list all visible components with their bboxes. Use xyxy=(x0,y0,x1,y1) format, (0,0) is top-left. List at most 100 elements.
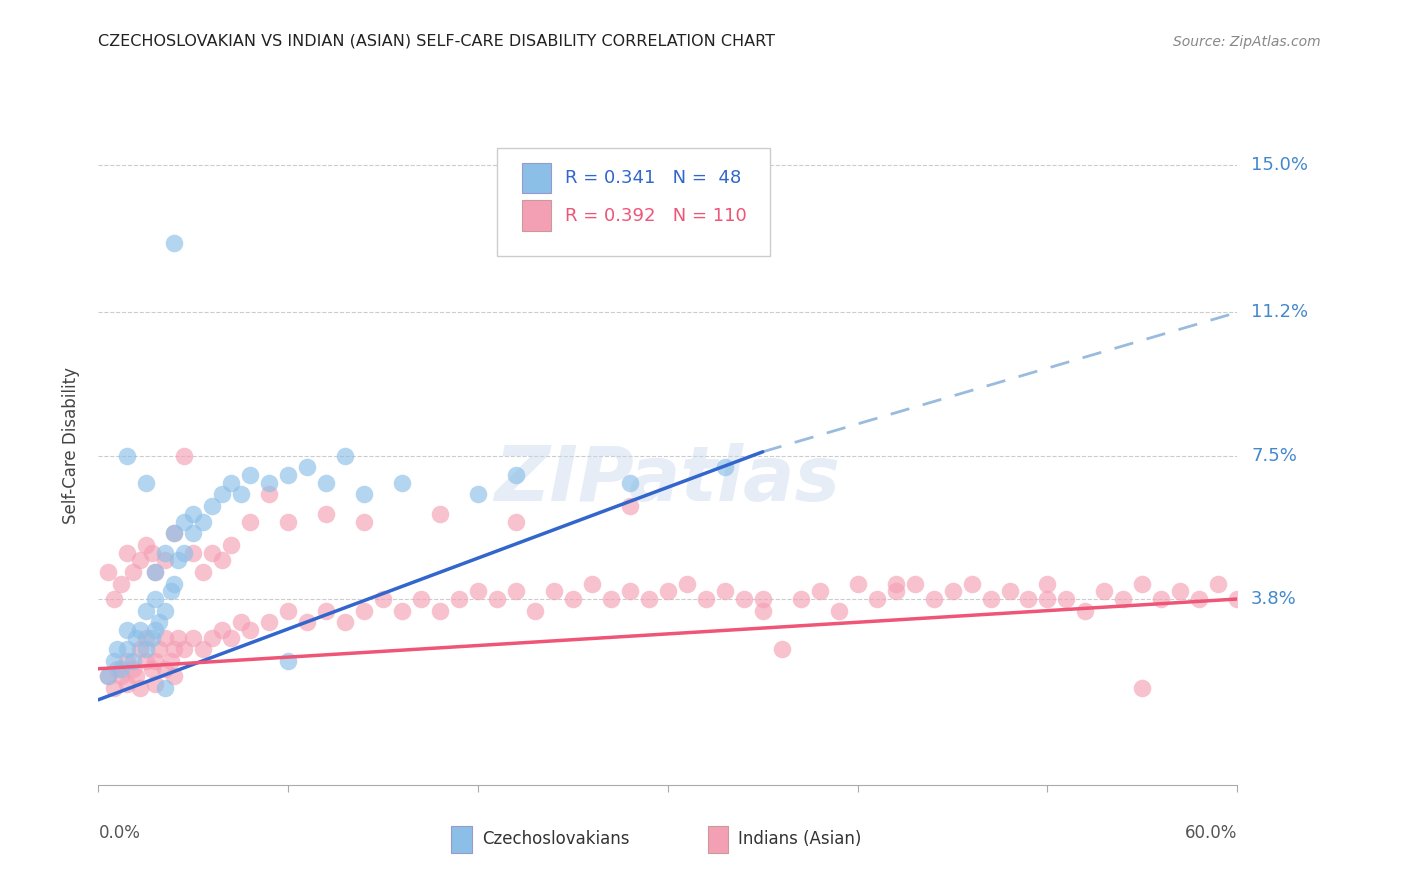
Point xyxy=(183,507,205,521)
Point xyxy=(411,592,433,607)
Point xyxy=(159,654,181,668)
Text: ZIPatlas: ZIPatlas xyxy=(495,443,841,516)
Point xyxy=(600,592,623,607)
Bar xyxy=(522,200,551,231)
Point xyxy=(103,654,125,668)
Point xyxy=(201,499,224,513)
Point xyxy=(115,642,138,657)
Point xyxy=(201,545,224,559)
Point xyxy=(191,565,214,579)
Point xyxy=(173,449,195,463)
Point xyxy=(221,475,243,490)
Point xyxy=(752,604,775,618)
Point xyxy=(277,604,299,618)
Text: Czechoslovakians: Czechoslovakians xyxy=(482,830,630,848)
Point xyxy=(429,507,451,521)
Point xyxy=(221,538,243,552)
Point xyxy=(163,576,186,591)
Point xyxy=(1112,592,1135,607)
Point xyxy=(1226,592,1249,607)
Text: 60.0%: 60.0% xyxy=(1185,824,1237,842)
Point xyxy=(449,592,471,607)
Bar xyxy=(707,826,728,853)
Point xyxy=(1094,584,1116,599)
Point xyxy=(97,565,120,579)
Point xyxy=(125,631,148,645)
Point xyxy=(1018,592,1040,607)
Point xyxy=(315,604,337,618)
Point xyxy=(1036,592,1059,607)
Point xyxy=(505,515,527,529)
Point xyxy=(211,487,233,501)
Point xyxy=(1056,592,1078,607)
Point xyxy=(135,631,157,645)
Point xyxy=(115,545,138,559)
Point xyxy=(153,604,176,618)
Point xyxy=(121,654,143,668)
Point xyxy=(97,669,120,683)
Point xyxy=(141,631,163,645)
Text: CZECHOSLOVAKIAN VS INDIAN (ASIAN) SELF-CARE DISABILITY CORRELATION CHART: CZECHOSLOVAKIAN VS INDIAN (ASIAN) SELF-C… xyxy=(98,34,776,49)
Point xyxy=(115,449,138,463)
Point xyxy=(107,662,129,676)
Point xyxy=(486,592,509,607)
Point xyxy=(211,623,233,637)
Point xyxy=(239,623,262,637)
Point xyxy=(259,615,281,630)
Point xyxy=(97,669,120,683)
Point xyxy=(135,642,157,657)
Point xyxy=(790,592,813,607)
Point xyxy=(163,526,186,541)
Text: Indians (Asian): Indians (Asian) xyxy=(738,830,862,848)
Text: R = 0.341   N =  48: R = 0.341 N = 48 xyxy=(565,169,741,187)
Point xyxy=(153,553,176,567)
Point xyxy=(277,515,299,529)
Point xyxy=(121,565,143,579)
Point xyxy=(998,584,1021,599)
Point xyxy=(770,642,793,657)
Point xyxy=(524,604,547,618)
Point xyxy=(167,631,190,645)
Point xyxy=(676,576,699,591)
Point xyxy=(695,592,717,607)
Point xyxy=(103,681,125,695)
Point xyxy=(115,623,138,637)
Point xyxy=(145,677,167,691)
Point xyxy=(904,576,927,591)
Point xyxy=(191,515,214,529)
Point xyxy=(110,662,132,676)
Point xyxy=(638,592,661,607)
Point xyxy=(145,623,167,637)
Point xyxy=(145,565,167,579)
Point xyxy=(391,604,413,618)
Point xyxy=(191,642,214,657)
Point xyxy=(259,487,281,501)
Point xyxy=(942,584,965,599)
Text: Source: ZipAtlas.com: Source: ZipAtlas.com xyxy=(1173,35,1320,49)
Point xyxy=(163,235,186,250)
Point xyxy=(505,584,527,599)
Point xyxy=(135,538,157,552)
Point xyxy=(239,468,262,483)
Point xyxy=(135,604,157,618)
Point xyxy=(714,460,737,475)
Point xyxy=(141,545,163,559)
Point xyxy=(115,677,138,691)
Point xyxy=(221,631,243,645)
Point xyxy=(259,475,281,490)
Point xyxy=(145,565,167,579)
Point xyxy=(353,604,375,618)
Point xyxy=(1074,604,1097,618)
Point xyxy=(129,623,152,637)
Point xyxy=(1132,681,1154,695)
Point xyxy=(141,662,163,676)
Point xyxy=(846,576,869,591)
Point xyxy=(135,475,157,490)
Point xyxy=(979,592,1001,607)
Y-axis label: Self-Care Disability: Self-Care Disability xyxy=(62,368,80,524)
Point xyxy=(129,553,152,567)
Point xyxy=(562,592,585,607)
Point xyxy=(163,642,186,657)
Point xyxy=(129,642,152,657)
Point xyxy=(808,584,831,599)
